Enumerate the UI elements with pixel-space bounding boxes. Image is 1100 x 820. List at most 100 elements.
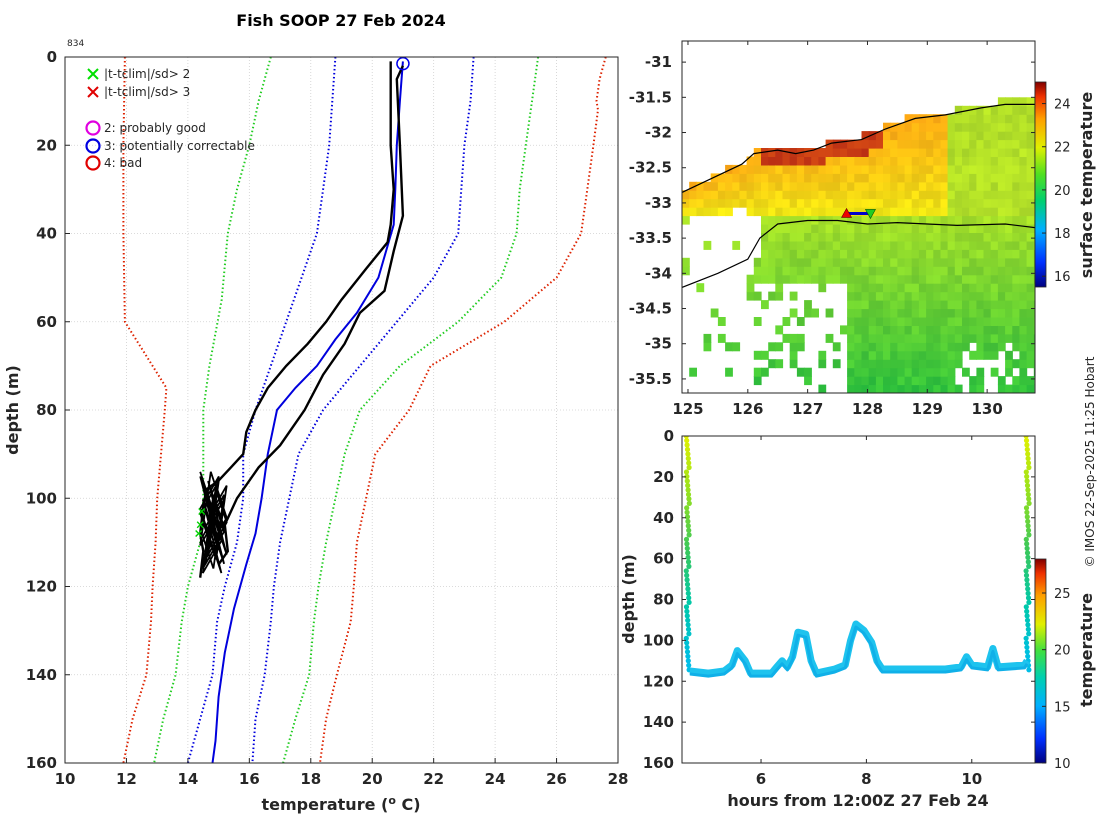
sst-cell — [918, 350, 927, 360]
sst-cell — [875, 249, 884, 259]
sst-cell — [947, 257, 956, 267]
profile-id: 834 — [67, 39, 84, 49]
sst-cell — [1026, 257, 1035, 267]
cast-point — [685, 550, 691, 556]
sst-cell — [1026, 224, 1035, 233]
cast-point — [685, 455, 691, 462]
sst-cell — [710, 198, 719, 208]
sst-cell — [954, 325, 963, 335]
sst-cell — [997, 384, 1006, 393]
sst-cell — [969, 317, 977, 326]
sst-cell — [940, 317, 949, 326]
sst-cell — [789, 266, 798, 276]
sst-cell — [918, 274, 927, 284]
sst-cell — [847, 173, 855, 183]
sst-cell — [796, 156, 805, 166]
sst-cell — [890, 240, 898, 250]
sst-cell — [997, 122, 1006, 132]
sst-cb-tick-label: 20 — [1054, 184, 1071, 199]
sst-cell — [911, 317, 920, 326]
sst-cell — [1033, 105, 1035, 115]
sst-cell — [1012, 384, 1021, 393]
sst-cell — [1026, 317, 1035, 326]
sst-cell — [897, 359, 906, 369]
sst-cell — [918, 156, 927, 166]
sst-cell — [990, 283, 999, 293]
sst-cell — [976, 367, 985, 377]
map-y-tick-label: -35 — [645, 335, 672, 353]
sst-cell — [768, 291, 776, 301]
map-y-tick-label: -32.5 — [629, 159, 672, 177]
bottom-track — [689, 620, 1031, 677]
sst-cell — [875, 156, 884, 166]
sst-cell — [1026, 122, 1035, 132]
sst-cell — [897, 308, 906, 318]
sst-cell — [954, 333, 963, 343]
sst-cell — [883, 249, 891, 259]
sst-cell — [883, 359, 891, 369]
sst-cell — [954, 240, 963, 250]
sst-cell — [926, 350, 934, 360]
sst-cell — [875, 139, 884, 149]
sst-cell — [933, 190, 942, 200]
sst-cell — [840, 249, 848, 259]
sst-cell — [782, 232, 791, 242]
sst-cell — [940, 190, 949, 200]
sst-cell — [854, 266, 863, 276]
sst-cell — [954, 384, 963, 393]
sst-cell — [954, 215, 963, 225]
x-tick-label: 18 — [300, 770, 321, 788]
legend-marker-0 — [87, 68, 99, 80]
sst-cell — [976, 257, 985, 267]
sst-cell — [890, 325, 898, 335]
sst-cell — [1005, 164, 1013, 174]
sst-cell — [911, 181, 920, 191]
sst-cell — [918, 266, 927, 276]
sst-cell — [782, 181, 791, 191]
sst-cell — [1012, 190, 1021, 200]
sst-cell — [868, 224, 877, 233]
sst-cell — [868, 232, 877, 242]
sst-cell — [1026, 97, 1035, 107]
cast-point — [1023, 635, 1029, 641]
sst-cell — [804, 198, 812, 208]
sst-cell — [1005, 122, 1013, 132]
cast-point — [1025, 451, 1031, 457]
sst-cell — [883, 274, 891, 284]
sst-cell — [926, 224, 934, 233]
sst-cell — [689, 367, 697, 377]
temperature-colorbar-label: temperature — [1077, 593, 1096, 707]
sst-cell — [1012, 173, 1021, 183]
sst-cell — [825, 181, 834, 191]
sst-cell — [818, 224, 827, 233]
sst-cell — [732, 164, 741, 174]
sst-cell — [854, 198, 863, 208]
sst-cell — [825, 249, 834, 259]
sst-cell — [775, 173, 784, 183]
sst-cell — [940, 215, 949, 225]
cast-point — [683, 635, 689, 641]
sst-cell — [1026, 266, 1035, 276]
flagged-point — [195, 530, 203, 538]
sst-cell — [861, 257, 870, 267]
sst-cell — [717, 181, 726, 191]
sst-cell — [1019, 317, 1028, 326]
sst-cell — [904, 232, 913, 242]
sst-cell — [947, 114, 956, 124]
sst-cell — [890, 317, 898, 326]
sst-cell — [962, 325, 970, 335]
sst-cell — [753, 190, 762, 200]
cast-point — [1026, 532, 1032, 538]
sst-cell — [861, 300, 870, 310]
sst-cell — [933, 173, 942, 183]
sst-cell — [990, 240, 999, 250]
sst-cell — [962, 190, 970, 200]
temp-cb-tick-label: 10 — [1054, 757, 1071, 772]
sst-cell — [897, 148, 906, 157]
map-y-tick-label: -34 — [645, 264, 672, 282]
sst-cell — [861, 148, 870, 157]
sst-cell — [883, 300, 891, 310]
sst-cell — [983, 105, 992, 115]
sst-cell — [847, 249, 855, 259]
sst-cell — [868, 376, 877, 386]
